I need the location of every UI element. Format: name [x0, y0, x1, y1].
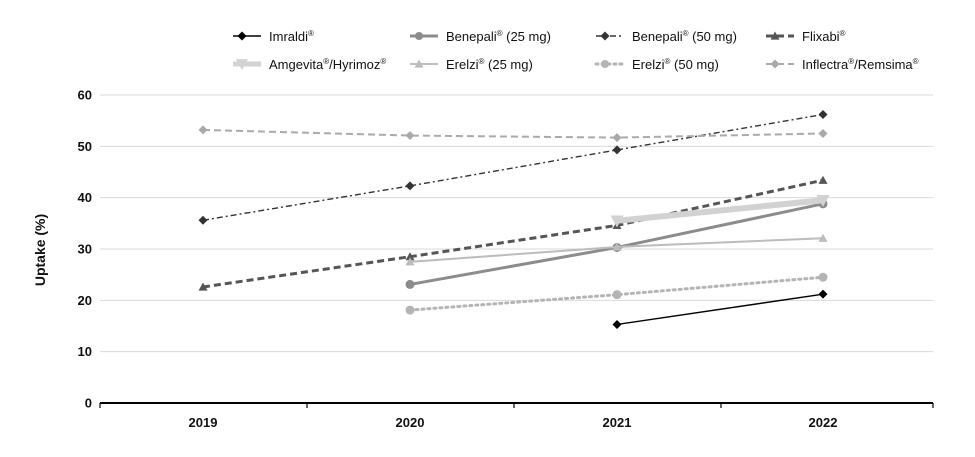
- legend-swatch-marker: [600, 59, 610, 69]
- legend-item: Flixabi®: [766, 29, 846, 44]
- data-point: [816, 194, 830, 207]
- data-point: [818, 175, 828, 184]
- legend-label: Imraldi®: [269, 29, 314, 44]
- data-point: [612, 290, 622, 300]
- data-point: [198, 282, 208, 291]
- legend-swatch-marker: [770, 31, 780, 40]
- legend-swatch-marker: [414, 59, 424, 68]
- data-point: [405, 279, 415, 289]
- y-tick-label: 0: [85, 396, 92, 411]
- legend-label: Erelzi® (50 mg): [632, 57, 719, 72]
- data-point: [405, 252, 415, 261]
- legend-label: Amgevita®/Hyrimoz®: [269, 57, 386, 72]
- series-benepali-2: [198, 110, 828, 225]
- series-line: [616, 293, 824, 326]
- y-axis-label: Uptake (%): [32, 214, 48, 286]
- y-axis: 0 10 20 30 40 50 60: [78, 88, 92, 411]
- legend-swatch-marker: [770, 59, 780, 69]
- legend-item: Benepali® (50 mg): [596, 29, 737, 44]
- legend-swatch-marker: [235, 59, 249, 71]
- legend-item: Imraldi®: [233, 29, 314, 44]
- x-tick-label: 2019: [189, 415, 218, 430]
- x-axis: 2019 2020 2021 2022: [99, 402, 934, 430]
- y-tick-label: 30: [78, 242, 92, 257]
- x-tick-label: 2022: [809, 415, 838, 430]
- series-amgevita-4: [610, 194, 830, 228]
- legend-item: Erelzi® (25 mg): [410, 57, 533, 72]
- data-point: [198, 125, 208, 135]
- data-point: [405, 131, 415, 141]
- y-tick-label: 50: [78, 139, 92, 154]
- data-point: [610, 215, 624, 228]
- series-line: [202, 113, 824, 221]
- series-line: [202, 178, 824, 289]
- legend-label: Erelzi® (25 mg): [446, 57, 533, 72]
- data-point: [612, 133, 622, 143]
- series-line: [202, 128, 824, 139]
- y-tick-label: 40: [78, 190, 92, 205]
- data-point: [818, 289, 828, 299]
- x-tick-label: 2020: [396, 415, 425, 430]
- series-erelzi-6: [405, 272, 828, 315]
- series-line: [408, 275, 825, 312]
- data-point: [405, 305, 415, 315]
- legend-label: Inflectra®/Remsima®: [802, 57, 919, 72]
- data-point: [405, 181, 415, 191]
- x-tick-label: 2021: [603, 415, 632, 430]
- series-line: [616, 197, 824, 224]
- legend-swatch-marker: [414, 31, 424, 41]
- data-point: [612, 242, 622, 251]
- series-flixabi-3: [198, 175, 828, 291]
- data-point: [818, 129, 828, 138]
- legend-label: Flixabi®: [802, 29, 846, 44]
- legend-swatch-marker: [237, 31, 247, 41]
- y-tick-label: 20: [78, 293, 92, 308]
- data-point: [818, 110, 828, 120]
- gridlines: [100, 94, 933, 353]
- data-point: [405, 257, 415, 266]
- legend-label: Benepali® (25 mg): [446, 29, 551, 44]
- legend: Imraldi® Benepali® (25 mg) Benepali® (50 m…: [233, 29, 919, 72]
- y-tick-label: 60: [78, 88, 92, 103]
- legend-item: Inflectra®/Remsima®: [766, 57, 919, 72]
- series-group: [198, 110, 830, 329]
- data-point: [612, 319, 622, 329]
- legend-item: Benepali® (25 mg): [410, 29, 551, 44]
- legend-item: Erelzi® (50 mg): [594, 57, 719, 72]
- y-tick-label: 10: [78, 344, 92, 359]
- legend-item: Amgevita®/Hyrimoz®: [233, 57, 386, 72]
- data-point: [818, 233, 828, 242]
- series-erelzi-5: [405, 233, 828, 266]
- data-point: [198, 215, 208, 225]
- series-inflectra-7: [198, 125, 828, 143]
- legend-swatch-marker: [600, 31, 610, 41]
- data-point: [612, 145, 622, 155]
- data-point: [818, 272, 828, 282]
- legend-label: Benepali® (50 mg): [632, 29, 737, 44]
- series-imraldi-0: [612, 289, 828, 329]
